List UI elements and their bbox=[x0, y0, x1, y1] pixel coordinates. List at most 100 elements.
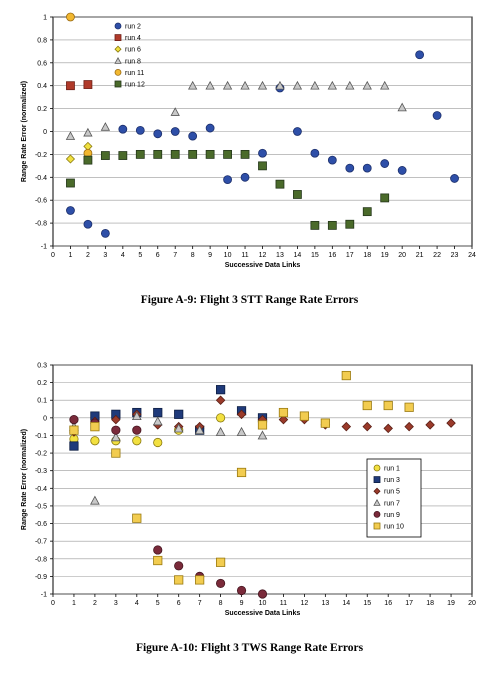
data-point bbox=[257, 420, 268, 430]
data-point bbox=[240, 149, 250, 159]
data-point bbox=[293, 190, 302, 199]
data-point bbox=[257, 80, 268, 90]
data-point bbox=[432, 111, 442, 120]
data-point bbox=[362, 163, 372, 173]
data-point bbox=[275, 179, 285, 189]
data-point bbox=[380, 159, 390, 168]
data-point bbox=[380, 193, 390, 203]
y-axis-label: Range Rate Error (normalized) bbox=[21, 429, 28, 530]
data-point bbox=[90, 422, 100, 432]
legend-marker bbox=[114, 45, 122, 53]
x-tick-label: 8 bbox=[219, 600, 223, 607]
data-point bbox=[362, 400, 372, 411]
data-point bbox=[152, 416, 163, 426]
legend-marker bbox=[373, 487, 381, 495]
data-point bbox=[215, 385, 226, 395]
y-tick-label: -0.1 bbox=[35, 433, 47, 440]
legend-label: run 5 bbox=[384, 489, 400, 496]
data-point bbox=[205, 123, 215, 133]
y-tick-label: 1 bbox=[43, 15, 47, 22]
y-tick-label: -0.5 bbox=[35, 503, 47, 510]
x-tick-label: 13 bbox=[276, 252, 284, 259]
data-point bbox=[90, 495, 100, 505]
data-point bbox=[240, 80, 250, 90]
x-tick-label: 11 bbox=[280, 600, 287, 607]
x-tick-label: 15 bbox=[363, 600, 371, 607]
y-tick-label: -0.9 bbox=[35, 574, 47, 581]
data-point bbox=[110, 432, 121, 442]
data-point bbox=[173, 423, 184, 433]
x-tick-label: 19 bbox=[381, 252, 389, 259]
y-tick-label: -0.2 bbox=[35, 451, 47, 458]
data-point bbox=[187, 80, 198, 90]
data-point bbox=[135, 125, 145, 135]
legend-label: run 12 bbox=[125, 82, 145, 89]
x-tick-label: 23 bbox=[451, 252, 459, 259]
legend-marker bbox=[114, 22, 122, 30]
data-point bbox=[83, 219, 93, 229]
x-tick-label: 8 bbox=[191, 252, 195, 259]
series-run-10 bbox=[69, 370, 414, 585]
data-point bbox=[383, 423, 393, 434]
data-point bbox=[222, 80, 233, 90]
x-tick-label: 0 bbox=[51, 252, 55, 259]
x-axis-label: Successive Data Links bbox=[225, 610, 301, 617]
data-point bbox=[65, 131, 76, 140]
y-tick-label: 0.4 bbox=[37, 83, 47, 90]
x-tick-label: 16 bbox=[384, 600, 392, 607]
data-point bbox=[278, 407, 289, 418]
data-point bbox=[131, 411, 142, 421]
data-point bbox=[170, 107, 180, 116]
y-tick-label: -0.4 bbox=[35, 175, 47, 182]
x-tick-label: 14 bbox=[342, 600, 350, 607]
x-tick-label: 17 bbox=[405, 600, 413, 607]
data-point bbox=[215, 395, 226, 405]
data-point bbox=[66, 81, 75, 91]
legend-marker bbox=[114, 34, 122, 41]
x-tick-label: 14 bbox=[294, 252, 302, 259]
data-point bbox=[223, 175, 232, 184]
x-tick-label: 18 bbox=[426, 600, 434, 607]
data-point bbox=[100, 229, 110, 238]
y-tick-label: -0.4 bbox=[35, 486, 47, 493]
data-point bbox=[236, 409, 247, 420]
x-tick-label: 18 bbox=[363, 252, 371, 259]
data-point bbox=[195, 575, 205, 585]
x-tick-label: 19 bbox=[447, 600, 455, 607]
series-run-11 bbox=[66, 12, 93, 158]
data-point bbox=[293, 127, 302, 136]
data-point bbox=[380, 80, 390, 90]
data-point bbox=[118, 151, 128, 160]
legend-label: run 6 bbox=[125, 47, 141, 54]
data-point bbox=[111, 414, 121, 425]
data-point bbox=[170, 149, 180, 159]
y-tick-label: -0.7 bbox=[35, 539, 47, 546]
legend-label: run 8 bbox=[125, 58, 141, 65]
data-point bbox=[66, 206, 75, 215]
x-tick-label: 5 bbox=[138, 252, 142, 259]
legend-label: run 7 bbox=[384, 500, 400, 507]
legend-label: run 2 bbox=[125, 24, 141, 31]
data-point bbox=[236, 426, 247, 436]
data-point bbox=[205, 149, 215, 159]
x-tick-label: 21 bbox=[416, 252, 424, 259]
data-point bbox=[257, 430, 268, 440]
x-tick-label: 10 bbox=[224, 252, 232, 259]
data-point bbox=[425, 420, 435, 430]
y-tick-label: 0.2 bbox=[37, 106, 47, 113]
y-tick-label: 0.6 bbox=[37, 60, 47, 67]
data-point bbox=[100, 151, 110, 160]
data-point bbox=[397, 166, 407, 175]
y-tick-label: -0.3 bbox=[35, 468, 47, 475]
x-tick-label: 4 bbox=[121, 252, 125, 259]
data-point bbox=[188, 149, 198, 159]
x-tick-label: 7 bbox=[173, 252, 177, 259]
series-run-8 bbox=[65, 80, 407, 140]
y-tick-label: 0 bbox=[43, 129, 47, 136]
data-point bbox=[341, 421, 352, 432]
x-tick-label: 20 bbox=[468, 600, 476, 607]
data-point bbox=[111, 425, 121, 435]
legend-label: run 9 bbox=[384, 512, 400, 519]
data-point bbox=[69, 415, 79, 425]
data-point bbox=[450, 174, 459, 183]
